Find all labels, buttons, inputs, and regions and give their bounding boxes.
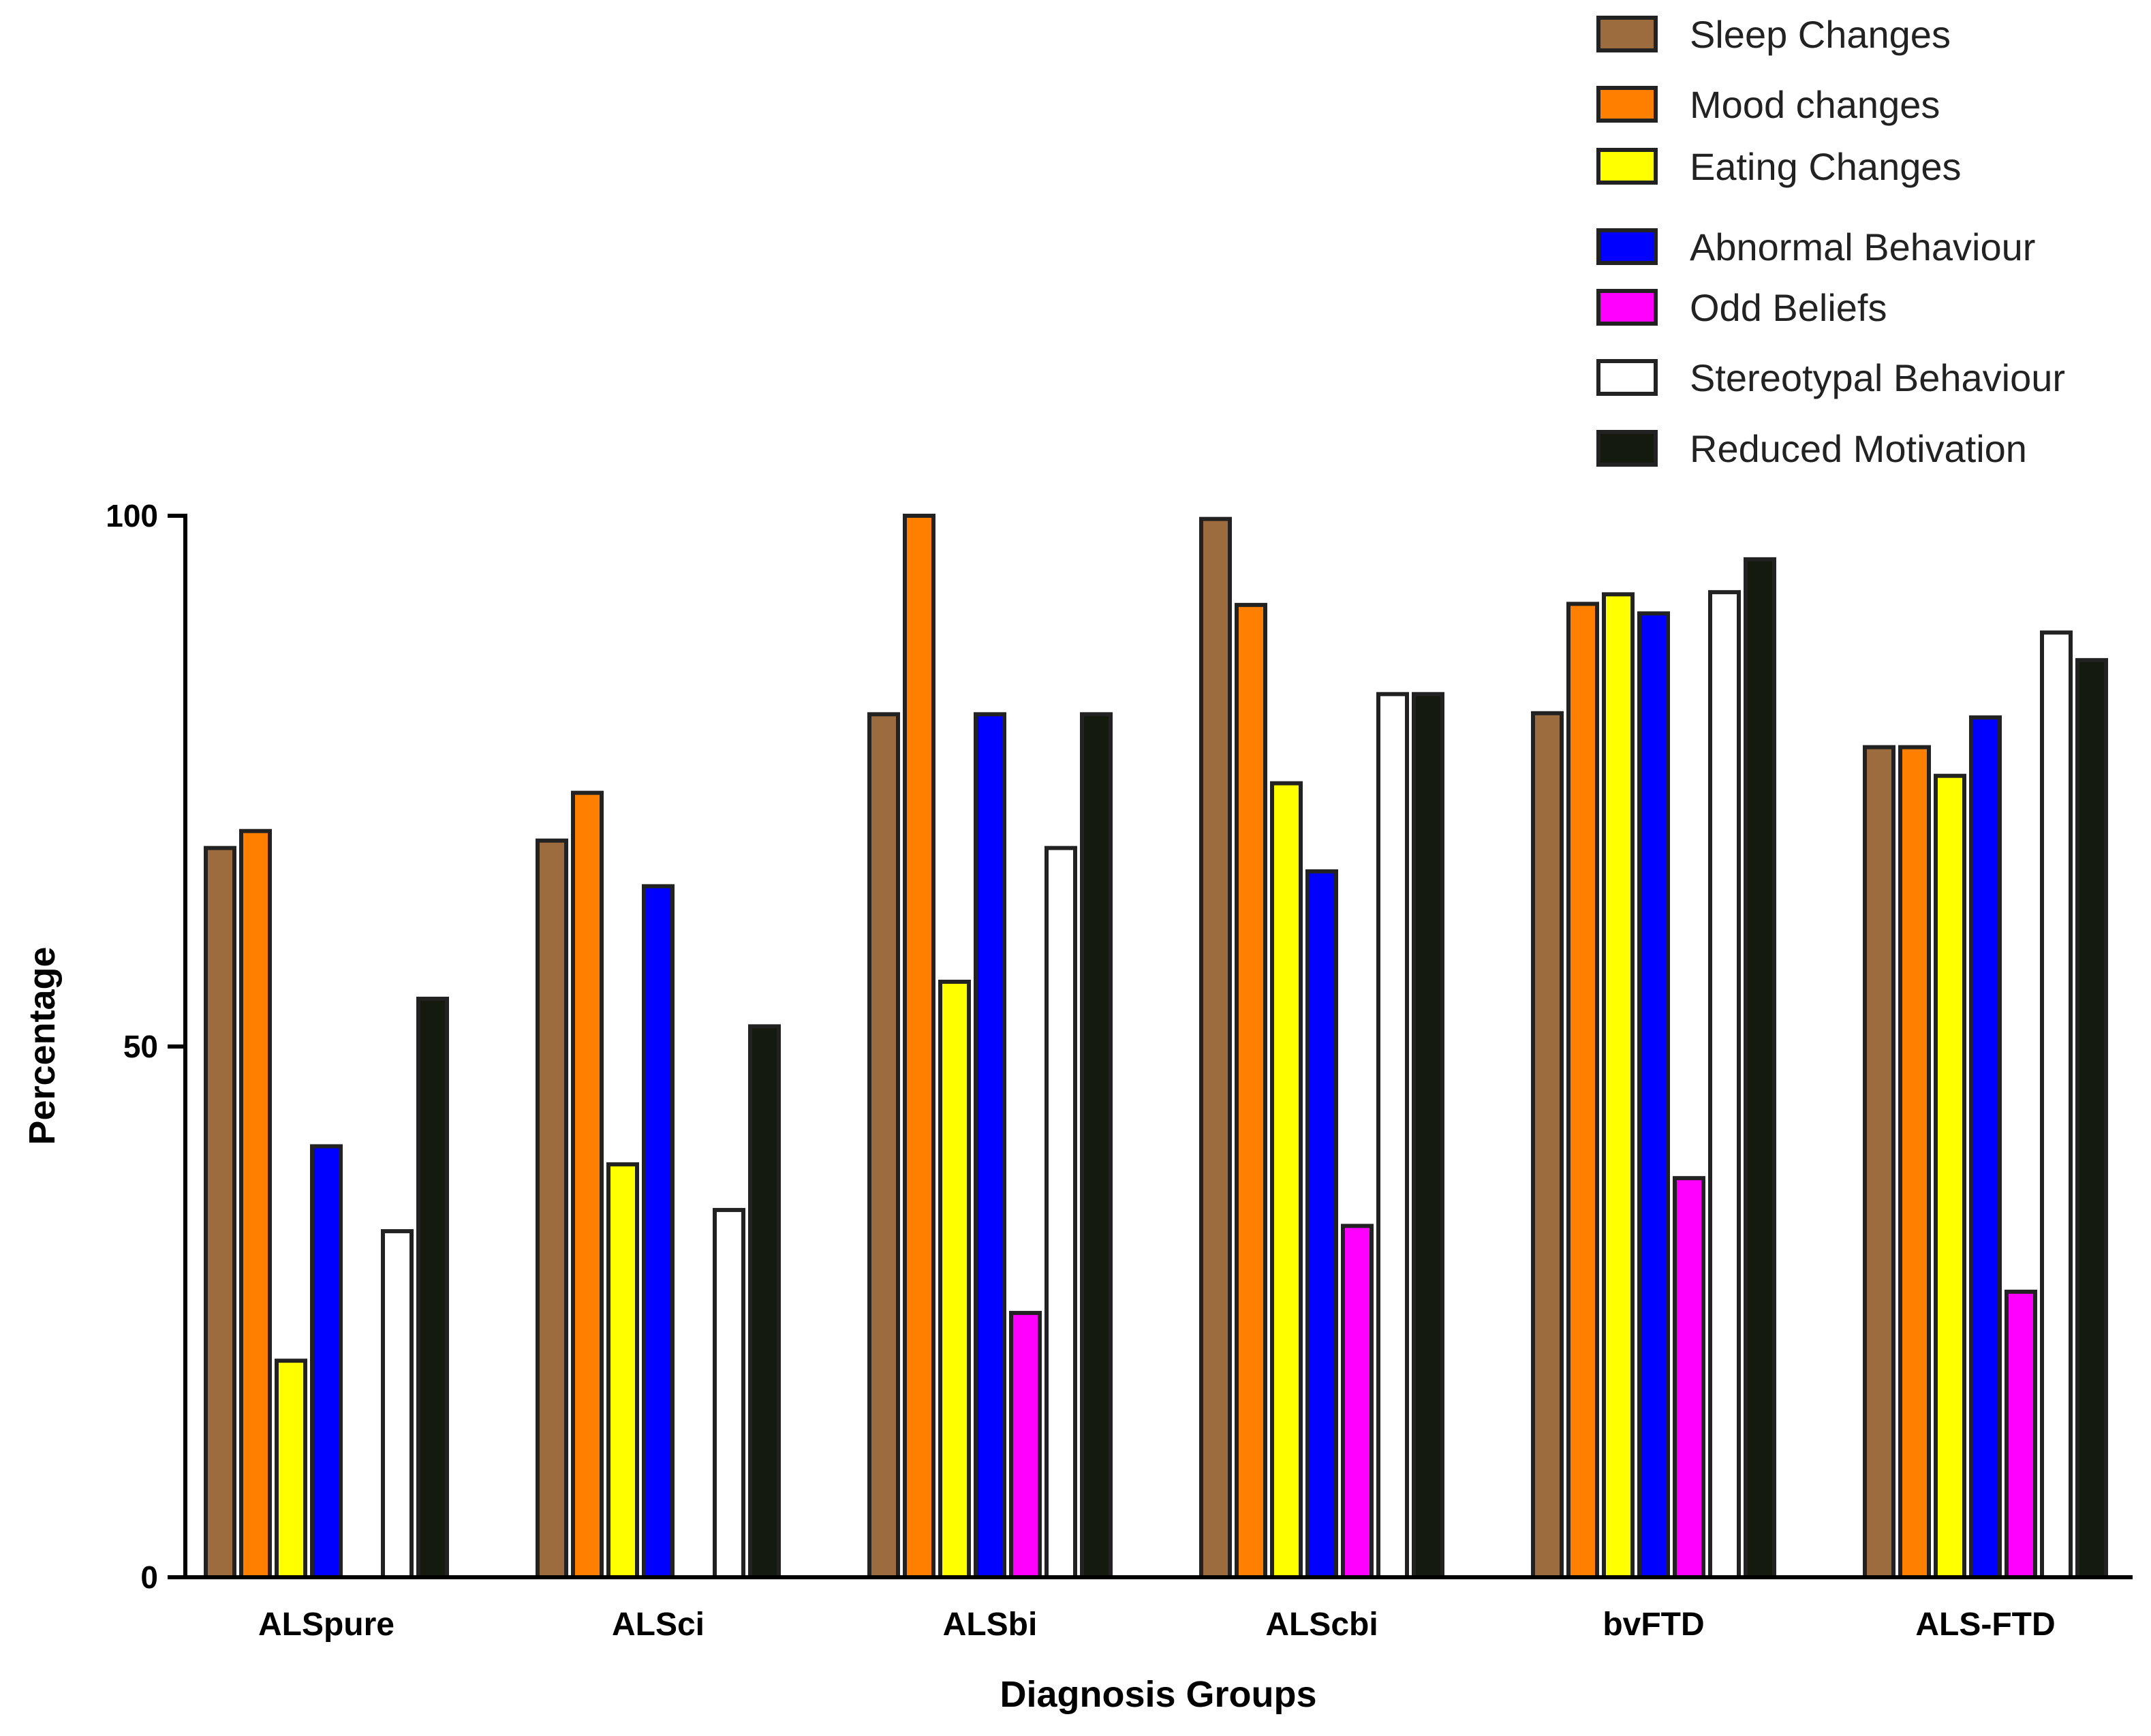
bar-alsbi-eating-changes <box>938 979 971 1580</box>
bar-alspure-reduced-motivation <box>416 996 449 1579</box>
legend: Sleep Changes Mood changes Eating Changes A… <box>1596 13 2065 470</box>
bar-alsci-abnormal-behaviour <box>642 884 675 1579</box>
y-ticks: 0 50 100 <box>106 498 185 1595</box>
x-axis-label: Diagnosis Groups <box>1000 1674 1316 1715</box>
y-tick-label: 50 <box>123 1029 158 1064</box>
bar-alscbi-abnormal-behaviour <box>1305 869 1338 1579</box>
legend-swatch <box>1596 228 1658 265</box>
x-tick-labels: ALSpure ALSci ALSbi ALScbi bvFTD ALS-FTD <box>258 1607 2056 1643</box>
legend-label: Sleep Changes <box>1690 13 1951 56</box>
bar-bvftd-odd-beliefs <box>1673 1176 1705 1579</box>
legend-label: Reduced Motivation <box>1690 427 2027 470</box>
x-tick-label: ALSbi <box>943 1607 1038 1643</box>
bar-alscbi-odd-beliefs <box>1341 1224 1374 1579</box>
bar-alsbi-mood-changes <box>903 514 935 1579</box>
y-tick-label: 0 <box>140 1560 158 1595</box>
legend-swatch <box>1596 148 1658 185</box>
bar-alspure-stereotypal-behaviour <box>381 1229 414 1580</box>
y-tick-label: 100 <box>106 498 158 533</box>
bar-alspure-eating-changes <box>275 1359 307 1579</box>
bar-bvftd-abnormal-behaviour <box>1637 611 1670 1579</box>
bar-als-ftd-odd-beliefs <box>2005 1289 2037 1579</box>
x-tick-label: ALSpure <box>258 1607 394 1643</box>
bar-alscbi-eating-changes <box>1270 781 1303 1579</box>
bar-als-ftd-abnormal-behaviour <box>1969 715 2002 1579</box>
bar-bvftd-stereotypal-behaviour <box>1708 590 1741 1579</box>
bar-alscbi-sleep-changes <box>1199 516 1232 1580</box>
legend-swatch <box>1596 16 1658 52</box>
bar-bvftd-sleep-changes <box>1531 711 1564 1579</box>
bar-alspure-abnormal-behaviour <box>310 1144 343 1579</box>
bar-alscbi-mood-changes <box>1235 602 1267 1580</box>
legend-label: Eating Changes <box>1690 145 1962 188</box>
legend-swatch <box>1596 289 1658 326</box>
bar-bvftd-reduced-motivation <box>1744 557 1776 1579</box>
bar-alscbi-reduced-motivation <box>1412 692 1444 1579</box>
bar-alsbi-reduced-motivation <box>1080 712 1113 1579</box>
bar-alsbi-sleep-changes <box>867 712 900 1579</box>
y-axis-label: Percentage <box>22 946 63 1145</box>
legend-swatch <box>1596 430 1658 467</box>
x-tick-label: ALS-FTD <box>1915 1607 2055 1643</box>
legend-label: Mood changes <box>1690 83 1940 126</box>
bar-alsci-sleep-changes <box>536 838 568 1579</box>
bar-als-ftd-sleep-changes <box>1863 745 1895 1579</box>
bar-alsbi-odd-beliefs <box>1009 1311 1042 1579</box>
bar-alsci-stereotypal-behaviour <box>713 1207 745 1579</box>
bar-alspure-sleep-changes <box>204 846 236 1579</box>
legend-swatch <box>1596 86 1658 123</box>
bar-bvftd-eating-changes <box>1602 592 1635 1579</box>
bar-als-ftd-stereotypal-behaviour <box>2040 630 2073 1579</box>
bar-als-ftd-mood-changes <box>1898 745 1931 1579</box>
bar-bvftd-mood-changes <box>1566 602 1599 1580</box>
bar-als-ftd-eating-changes <box>1934 773 1966 1579</box>
bar-als-ftd-reduced-motivation <box>2075 657 2108 1580</box>
bar-alsbi-abnormal-behaviour <box>974 712 1006 1579</box>
bar-alsci-reduced-motivation <box>748 1024 781 1579</box>
bar-alsci-mood-changes <box>571 790 604 1579</box>
x-tick-label: ALSci <box>612 1607 705 1643</box>
legend-label: Abnormal Behaviour <box>1690 226 2035 268</box>
x-tick-label: bvFTD <box>1603 1607 1704 1643</box>
legend-label: Odd Beliefs <box>1690 286 1887 329</box>
bar-alsbi-stereotypal-behaviour <box>1044 846 1077 1579</box>
x-tick-label: ALScbi <box>1265 1607 1378 1643</box>
bar-alspure-mood-changes <box>239 828 272 1579</box>
legend-swatch <box>1596 359 1658 396</box>
bar-alsci-eating-changes <box>606 1162 639 1579</box>
bars-layer <box>204 514 2108 1580</box>
axes-layer <box>183 514 2133 1579</box>
bar-alscbi-stereotypal-behaviour <box>1376 692 1409 1579</box>
legend-label: Stereotypal Behaviour <box>1690 356 2065 399</box>
